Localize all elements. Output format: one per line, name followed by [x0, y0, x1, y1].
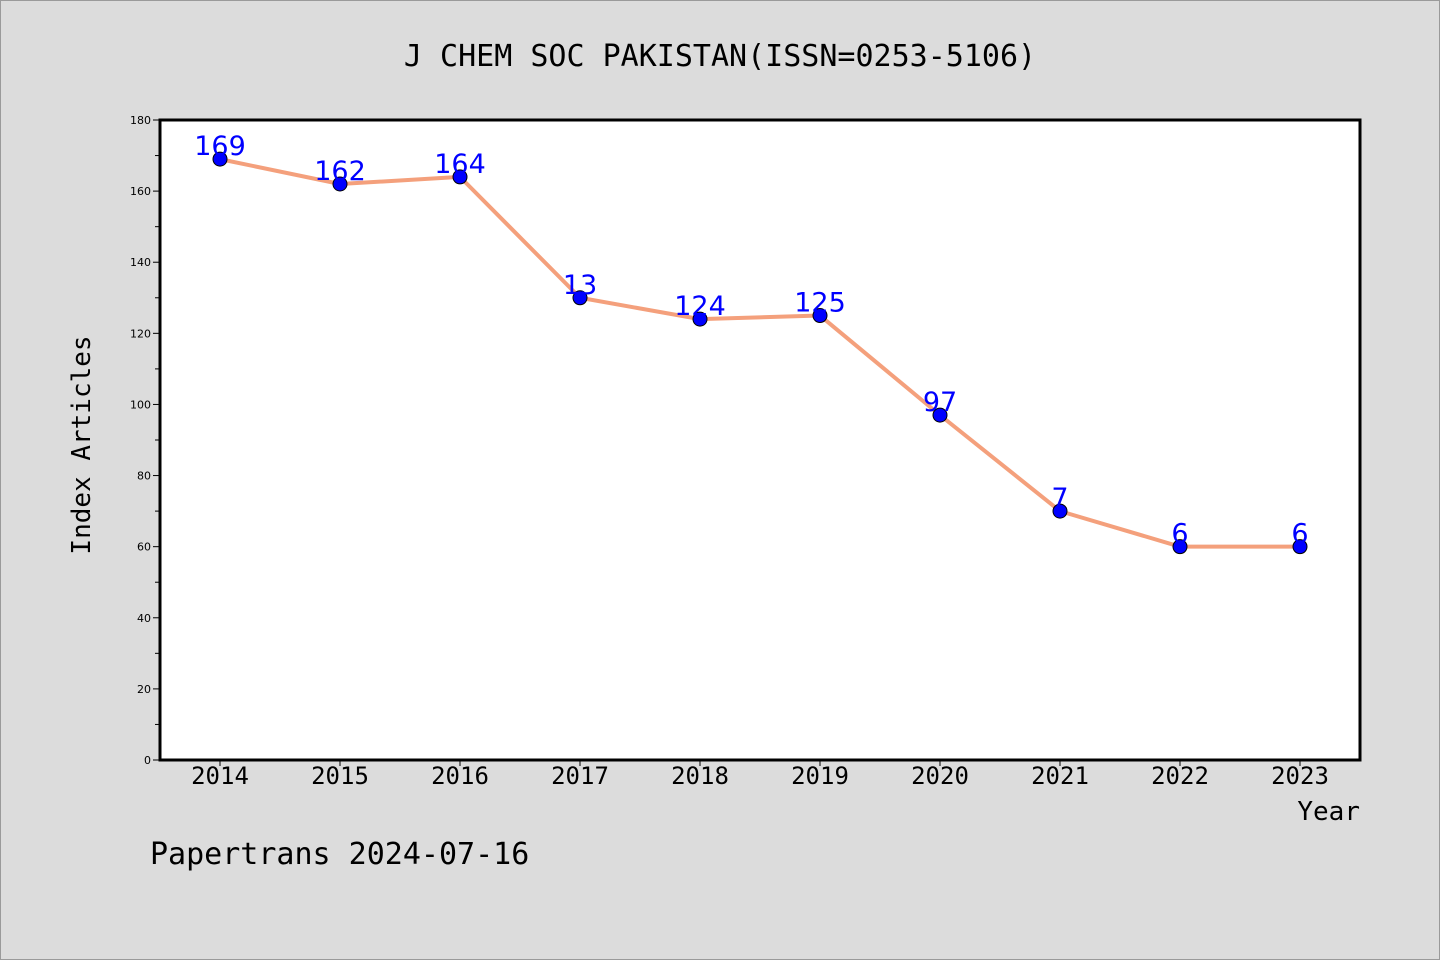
- x-tick-label: 2020: [911, 762, 969, 790]
- y-tick-label: 100: [130, 398, 151, 411]
- data-label: 169: [194, 131, 246, 162]
- data-label: 125: [794, 288, 846, 319]
- data-point: [212, 151, 228, 167]
- y-tick-label: 0: [144, 754, 151, 767]
- series-line: [218, 157, 1302, 549]
- data-label: 162: [314, 156, 366, 187]
- series-1: 169 162 164 13 124 125 97 7 6 6: [194, 131, 1309, 555]
- x-axis-label: Year: [1297, 797, 1360, 827]
- data-point: [932, 407, 948, 423]
- x-tick-label: 2022: [1151, 762, 1209, 790]
- y-axis-label: Index Articles: [67, 335, 97, 554]
- x-tick-label: 2023: [1271, 762, 1329, 790]
- x-tick-label: 2017: [551, 762, 609, 790]
- plot-area: [158, 118, 1362, 762]
- data-point: [1172, 539, 1188, 555]
- y-tick-label: 180: [130, 114, 151, 127]
- data-label: 13: [563, 270, 597, 301]
- data-label: 6: [1291, 519, 1308, 550]
- data-label: 124: [674, 291, 726, 322]
- data-point: [572, 290, 588, 306]
- footer-note: Papertrans 2024-07-16: [150, 837, 529, 872]
- y-tick-label: 20: [137, 683, 151, 696]
- x-tick-label: 2015: [311, 762, 369, 790]
- data-label: 164: [434, 149, 486, 180]
- data-label: 6: [1171, 519, 1188, 550]
- y-tick-label: 80: [137, 470, 151, 483]
- data-point: [812, 308, 828, 324]
- y-axis: 0 20 40 60 80 100 120 140 160 180: [130, 114, 160, 767]
- data-label: 7: [1051, 483, 1068, 514]
- x-tick-label: 2016: [431, 762, 489, 790]
- data-point: [692, 311, 708, 327]
- data-label: 97: [923, 387, 957, 418]
- data-point: [452, 169, 468, 185]
- y-tick-label: 120: [130, 327, 151, 340]
- y-tick-label: 40: [137, 612, 151, 625]
- data-point: [1052, 503, 1068, 519]
- data-point: [1292, 539, 1308, 555]
- chart-title: J CHEM SOC PAKISTAN(ISSN=0253-5106): [404, 39, 1036, 74]
- y-tick-label: 60: [137, 541, 151, 554]
- x-tick-label: 2018: [671, 762, 729, 790]
- y-tick-label: 160: [130, 185, 151, 198]
- y-tick-label: 140: [130, 256, 151, 269]
- x-tick-label: 2014: [191, 762, 249, 790]
- x-axis: 2014 2015 2016 2017 2018 2019 2020 2021 2022 2023: [191, 760, 1329, 790]
- x-tick-label: 2021: [1031, 762, 1089, 790]
- x-tick-label: 2019: [791, 762, 849, 790]
- data-point: [332, 176, 348, 192]
